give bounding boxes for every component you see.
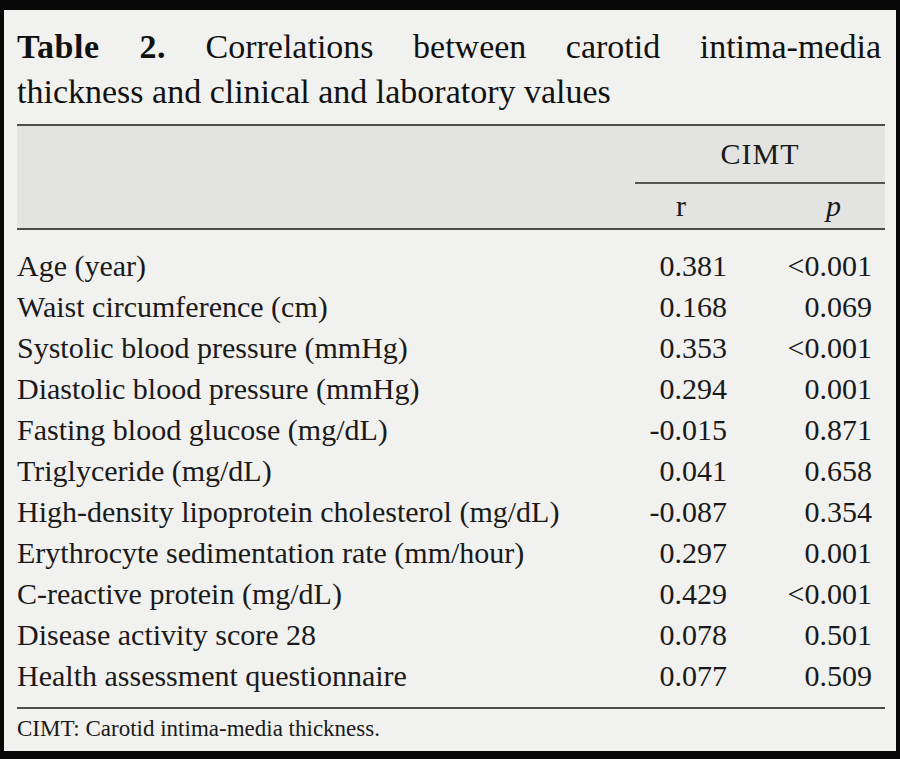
caption-table-number: Table 2. — [17, 28, 166, 65]
column-header-r: r — [635, 183, 727, 229]
table-row: Age (year) 0.381 <0.001 — [17, 229, 885, 286]
row-label: C-reactive protein (mg/dL) — [17, 573, 635, 614]
header-empty-cell — [17, 125, 635, 183]
correlation-table-wrapper: CIMT r p Age (year) 0.381 <0.001 Waist c… — [17, 124, 885, 709]
row-r-value: 0.297 — [635, 532, 727, 573]
row-p-value: 0.501 — [727, 614, 885, 655]
header-group-row: CIMT — [17, 125, 885, 183]
caption-text-line2: thickness and clinical and laboratory va… — [17, 69, 881, 114]
row-r-value: 0.078 — [635, 614, 727, 655]
table-row: Disease activity score 28 0.078 0.501 — [17, 614, 885, 655]
table-header: CIMT r p — [17, 125, 885, 229]
row-label: High-density lipoprotein cholesterol (mg… — [17, 491, 635, 532]
row-label: Triglyceride (mg/dL) — [17, 450, 635, 491]
table-row: Triglyceride (mg/dL) 0.041 0.658 — [17, 450, 885, 491]
row-r-value: 0.353 — [635, 327, 727, 368]
row-p-value: 0.509 — [727, 655, 885, 708]
header-empty-cell-2 — [17, 183, 635, 229]
caption-text-line1: Correlations between carotid intima-medi… — [206, 28, 882, 65]
row-p-value: 0.871 — [727, 409, 885, 450]
row-p-value: 0.658 — [727, 450, 885, 491]
row-r-value: 0.168 — [635, 286, 727, 327]
table-row: Erythrocyte sedimentation rate (mm/hour)… — [17, 532, 885, 573]
table-body: Age (year) 0.381 <0.001 Waist circumfere… — [17, 229, 885, 708]
table-row: Fasting blood glucose (mg/dL) -0.015 0.8… — [17, 409, 885, 450]
table-row: C-reactive protein (mg/dL) 0.429 <0.001 — [17, 573, 885, 614]
header-cimt-group: CIMT — [635, 125, 885, 183]
row-label: Disease activity score 28 — [17, 614, 635, 655]
table-row: Waist circumference (cm) 0.168 0.069 — [17, 286, 885, 327]
row-p-value: <0.001 — [727, 573, 885, 614]
row-label: Waist circumference (cm) — [17, 286, 635, 327]
header-columns-row: r p — [17, 183, 885, 229]
caption-line-1: Table 2. Correlations between carotid in… — [17, 24, 881, 69]
table-caption: Table 2. Correlations between carotid in… — [17, 24, 881, 114]
table-footnote: CIMT: Carotid intima-media thickness. — [17, 714, 885, 744]
table-row: Systolic blood pressure (mmHg) 0.353 <0.… — [17, 327, 885, 368]
row-r-value: 0.077 — [635, 655, 727, 708]
row-label: Systolic blood pressure (mmHg) — [17, 327, 635, 368]
row-r-value: 0.041 — [635, 450, 727, 491]
table-2-figure: Table 2. Correlations between carotid in… — [0, 0, 900, 759]
table-row: Health assessment questionnaire 0.077 0.… — [17, 655, 885, 708]
row-label: Diastolic blood pressure (mmHg) — [17, 368, 635, 409]
row-p-value: <0.001 — [727, 229, 885, 286]
row-p-value: 0.001 — [727, 368, 885, 409]
row-label: Age (year) — [17, 229, 635, 286]
column-header-p: p — [727, 183, 885, 229]
table-row: High-density lipoprotein cholesterol (mg… — [17, 491, 885, 532]
row-p-value: <0.001 — [727, 327, 885, 368]
table-row: Diastolic blood pressure (mmHg) 0.294 0.… — [17, 368, 885, 409]
row-r-value: 0.294 — [635, 368, 727, 409]
correlation-table: CIMT r p Age (year) 0.381 <0.001 Waist c… — [17, 124, 885, 709]
row-label: Health assessment questionnaire — [17, 655, 635, 708]
row-r-value: -0.087 — [635, 491, 727, 532]
row-p-value: 0.001 — [727, 532, 885, 573]
row-r-value: 0.429 — [635, 573, 727, 614]
row-label: Erythrocyte sedimentation rate (mm/hour) — [17, 532, 635, 573]
row-p-value: 0.069 — [727, 286, 885, 327]
row-label: Fasting blood glucose (mg/dL) — [17, 409, 635, 450]
row-r-value: -0.015 — [635, 409, 727, 450]
row-p-value: 0.354 — [727, 491, 885, 532]
row-r-value: 0.381 — [635, 229, 727, 286]
